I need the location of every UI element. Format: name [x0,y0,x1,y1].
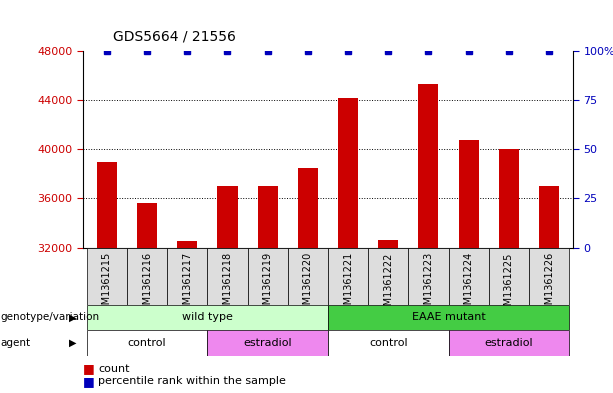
Bar [368,248,408,305]
Text: ▶: ▶ [69,338,77,348]
Text: GSM1361226: GSM1361226 [544,252,554,318]
Text: GSM1361219: GSM1361219 [262,252,273,317]
Bar [539,186,559,248]
Bar [87,330,207,356]
Bar [328,305,569,330]
Bar [137,204,157,248]
Text: EAAE mutant: EAAE mutant [412,312,485,322]
Text: GSM1361215: GSM1361215 [102,252,112,318]
Text: GSM1361223: GSM1361223 [424,252,433,318]
Bar [298,168,318,248]
Text: wild type: wild type [182,312,233,322]
Text: ■: ■ [83,362,94,375]
Bar [248,248,287,305]
Text: ■: ■ [83,375,94,388]
Bar [328,330,449,356]
Bar [87,305,328,330]
Text: genotype/variation: genotype/variation [1,312,100,322]
Bar [338,98,358,248]
Text: ▶: ▶ [69,312,77,322]
Text: GSM1361220: GSM1361220 [303,252,313,318]
Bar [529,248,569,305]
Bar [127,248,167,305]
Text: estradiol: estradiol [243,338,292,348]
Bar [489,248,529,305]
Bar [218,186,237,248]
Bar [419,84,438,248]
Text: GSM1361216: GSM1361216 [142,252,152,317]
Text: GSM1361225: GSM1361225 [504,252,514,318]
Bar [87,248,127,305]
Text: GSM1361217: GSM1361217 [182,252,192,318]
Text: GSM1361222: GSM1361222 [383,252,394,318]
Text: GSM1361218: GSM1361218 [223,252,232,317]
Text: count: count [98,364,129,374]
Bar [177,241,197,248]
Bar [449,248,489,305]
Bar [257,186,278,248]
Text: control: control [128,338,166,348]
Bar [328,248,368,305]
Bar [499,149,519,248]
Text: percentile rank within the sample: percentile rank within the sample [98,376,286,386]
Bar [207,248,248,305]
Bar [97,162,117,248]
Bar [167,248,207,305]
Text: GSM1361221: GSM1361221 [343,252,353,318]
Text: GDS5664 / 21556: GDS5664 / 21556 [113,29,236,43]
Bar [449,330,569,356]
Text: control: control [369,338,408,348]
Bar [207,330,328,356]
Bar [459,140,479,248]
Text: estradiol: estradiol [484,338,533,348]
Text: agent: agent [1,338,31,348]
Text: GSM1361224: GSM1361224 [463,252,474,318]
Bar [408,248,449,305]
Bar [378,240,398,248]
Bar [287,248,328,305]
